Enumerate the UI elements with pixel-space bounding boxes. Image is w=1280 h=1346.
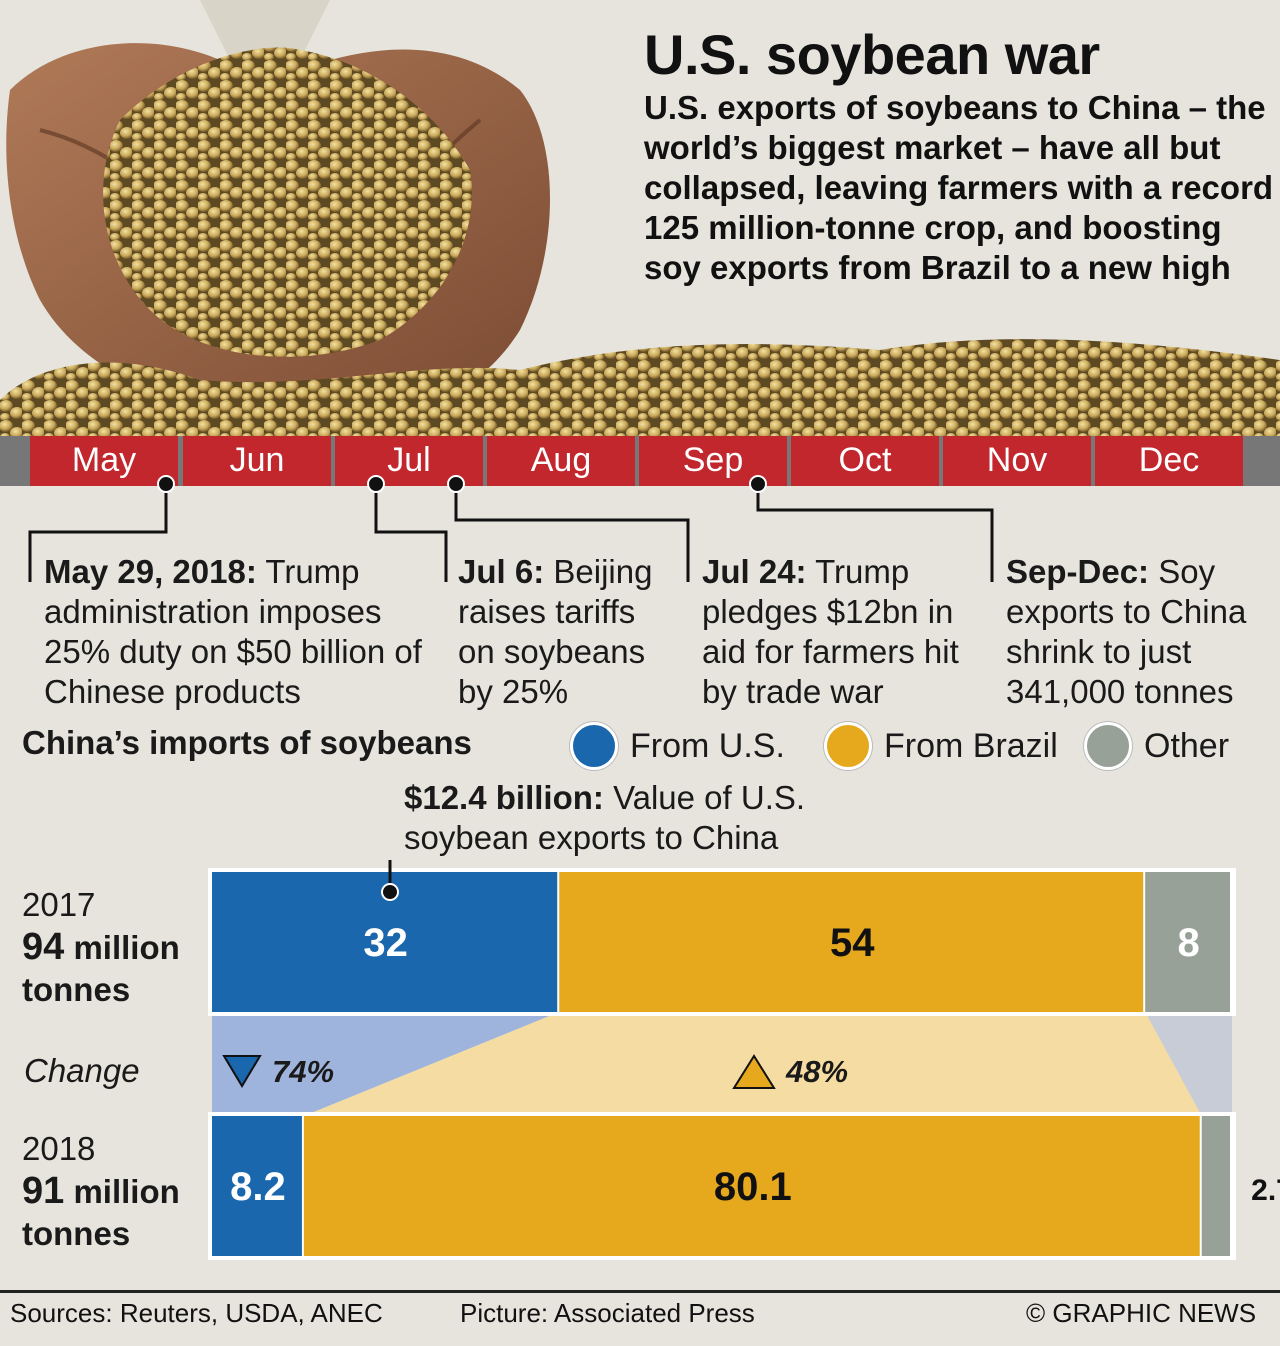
soybean-hands-illustration (0, 0, 1280, 436)
annotation-value: $12.4 billion: (404, 779, 604, 816)
down-arrow-icon (222, 1055, 262, 1088)
page-subtitle: U.S. exports of soybeans to China – the … (644, 89, 1274, 286)
year-2017: 2017 (22, 886, 96, 923)
legend-swatch-other (1084, 722, 1132, 770)
event-date: Sep-Dec: (1006, 553, 1150, 590)
change-band-other (1145, 1012, 1232, 1116)
page-title: U.S. soybean war (644, 23, 1100, 86)
marker-may (157, 475, 175, 493)
year-2018: 2018 (22, 1130, 96, 1167)
month-jun: Jun (183, 436, 331, 486)
annotation-marker (381, 883, 399, 901)
event-date: May 29, 2018: (44, 553, 257, 590)
unit-2017: million (73, 929, 180, 966)
legend-label-us: From U.S. (630, 726, 785, 765)
event-text: Trump pledges $12bn in aid for farmers h… (702, 553, 959, 710)
event-sep-dec: Sep-Dec: Soy exports to China shrink to … (1006, 552, 1276, 712)
month-dec: Dec (1095, 436, 1243, 486)
bar-segment-2017-from-brazil (559, 872, 1144, 1012)
footer-sources: Sources: Reuters, USDA, ANEC (10, 1298, 383, 1328)
connector-may (28, 484, 168, 582)
legend-swatch-us (570, 722, 618, 770)
event-text: Soy exports to China shrink to just 341,… (1006, 553, 1247, 710)
legend-brazil: From Brazil (824, 722, 1058, 770)
month-nov: Nov (943, 436, 1091, 486)
total-2017: 94 (22, 926, 65, 968)
month-may: May (30, 436, 178, 486)
data-label-2018-from-u-s-: 8.2 (230, 1165, 286, 1209)
data-label-2017-other: 8 (1177, 921, 1199, 965)
annotation-text: Value of U.S. soybean exports to China (404, 779, 806, 856)
hero-photo (0, 0, 1280, 436)
marker-sep (749, 475, 767, 493)
us-value-annotation: $12.4 billion: Value of U.S. soybean exp… (404, 778, 874, 858)
event-date: Jul 6: (458, 553, 545, 590)
footer-divider (0, 1290, 1280, 1293)
event-text: Trump administration imposes 25% duty on… (44, 553, 422, 710)
bar-segment-2018-from-brazil (303, 1116, 1200, 1256)
connector-jul6 (374, 484, 448, 582)
legend-other: Other (1084, 722, 1229, 770)
footer-credit: © GRAPHIC NEWS (1026, 1298, 1257, 1328)
event-jul6: Jul 6: Beijing raises tariffs on soybean… (458, 552, 680, 712)
data-label-2017-from-brazil: 54 (830, 921, 875, 965)
legend-label-other: Other (1144, 726, 1230, 765)
event-may29: May 29, 2018: Trump administration impos… (44, 552, 434, 712)
connector-jul24 (454, 484, 690, 582)
month-aug: Aug (487, 436, 635, 486)
bar-segment-2018-other (1201, 1116, 1230, 1256)
change-us-value: 74% (272, 1054, 335, 1089)
change-brazil-value: 48% (786, 1054, 849, 1089)
event-text: Beijing raises tariffs on soybeans by 25… (458, 553, 653, 710)
event-jul24: Jul 24: Trump pledges $12bn in aid for f… (702, 552, 982, 712)
data-label-2018-other: 2.7 (1251, 1174, 1280, 1207)
data-label-2018-from-brazil: 80.1 (714, 1165, 792, 1209)
month-timeline: May Jun Jul Aug Sep Oct Nov Dec (0, 436, 1280, 486)
bar-segment-2017-other (1145, 872, 1230, 1012)
data-label-2017-from-u-s-: 32 (363, 921, 408, 965)
unit2-2017: tonnes (22, 971, 131, 1008)
timeline-connectors (28, 475, 994, 582)
chart-title: China’s imports of soybeans (22, 724, 472, 761)
total-2018: 91 (22, 1170, 65, 1212)
change-label: Change (24, 1052, 140, 1089)
footer-picture: Picture: Associated Press (460, 1298, 755, 1328)
row-label-2018: 2018 91 million tonnes (22, 1128, 180, 1255)
stacked-bar-chart: 32 54 8 8.2 80.1 2.7 (208, 860, 1280, 1260)
legend-swatch-brazil (824, 722, 872, 770)
bar-segment-2018-from-u-s- (212, 1116, 302, 1256)
marker-jul24 (447, 475, 465, 493)
marker-jul6 (367, 475, 385, 493)
change-band-from-u-s- (212, 1012, 560, 1116)
event-date: Jul 24: (702, 553, 807, 590)
month-oct: Oct (791, 436, 939, 486)
legend-label-brazil: From Brazil (884, 726, 1058, 765)
legend-us: From U.S. (570, 722, 785, 770)
up-arrow-icon (732, 1054, 776, 1089)
connector-sep (756, 484, 994, 582)
unit-2018: million (73, 1173, 180, 1210)
row-label-2017: 2017 94 million tonnes (22, 884, 180, 1011)
unit2-2018: tonnes (22, 1215, 131, 1252)
